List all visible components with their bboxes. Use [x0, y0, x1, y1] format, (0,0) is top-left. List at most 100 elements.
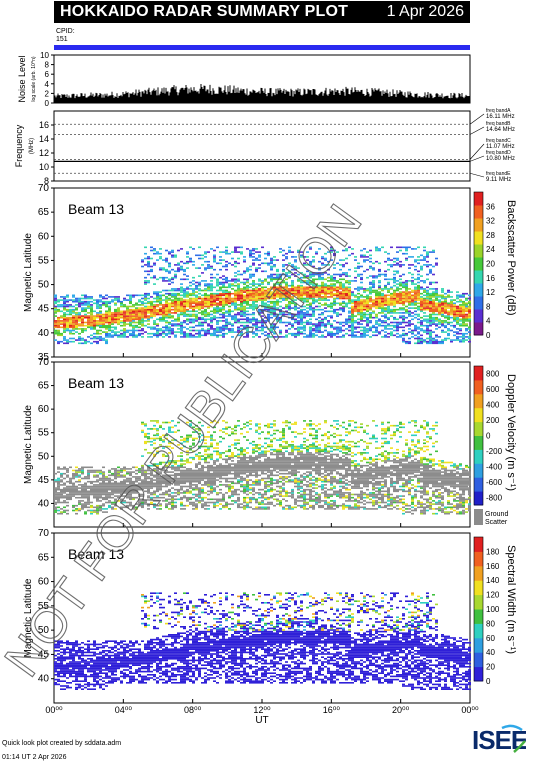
echo-cell	[57, 342, 60, 345]
echo-cell	[276, 275, 279, 277]
echo-cell	[357, 313, 360, 316]
echo-cell	[381, 302, 384, 305]
echo-cell	[468, 315, 471, 317]
echo-cell	[393, 304, 396, 306]
echo-cell	[228, 300, 231, 303]
echo-cell	[366, 334, 369, 337]
echo-cell	[468, 300, 471, 303]
echo-cell	[237, 320, 240, 322]
echo-cell	[369, 281, 372, 284]
echo-cell	[300, 299, 303, 301]
echo-cell	[276, 316, 279, 319]
echo-cell	[174, 302, 177, 305]
echo-cell	[114, 321, 117, 324]
echo-cell	[435, 313, 438, 316]
echo-cell	[102, 496, 105, 499]
echo-cell	[306, 270, 309, 273]
echo-cell	[342, 286, 345, 289]
echo-cell	[186, 315, 189, 317]
echo-cell	[306, 310, 309, 313]
echo-cell	[369, 267, 372, 269]
echo-cell	[159, 493, 162, 496]
echo-cell	[207, 294, 210, 297]
echo-cell	[414, 297, 417, 300]
echo-cell	[150, 501, 153, 504]
echo-cell	[384, 320, 387, 322]
echo-cell	[90, 504, 93, 507]
echo-cell	[138, 469, 141, 472]
echo-cell	[66, 328, 69, 330]
echo-cell	[327, 264, 330, 266]
echo-cell	[135, 466, 138, 469]
echo-cell	[156, 490, 159, 493]
echo-cell	[384, 326, 387, 329]
echo-cell	[333, 312, 336, 314]
echo-cell	[291, 291, 294, 293]
echo-cell	[54, 307, 57, 309]
echo-cell	[366, 308, 369, 311]
echo-cell	[405, 310, 408, 313]
echo-cell	[447, 313, 450, 316]
echo-cell	[291, 323, 294, 325]
echo-cell	[147, 257, 150, 260]
echo-cell	[336, 289, 339, 292]
echo-cell	[300, 291, 303, 293]
echo-cell	[249, 251, 252, 253]
echo-cell	[165, 276, 168, 279]
echo-cell	[207, 304, 210, 306]
echo-cell	[168, 336, 171, 338]
echo-cell	[393, 318, 396, 321]
echo-cell	[138, 299, 141, 301]
echo-cell	[69, 487, 72, 489]
echo-cell	[165, 305, 168, 308]
echo-cell	[363, 304, 366, 306]
echo-cell	[174, 323, 177, 325]
echo-cell	[252, 275, 255, 277]
echo-cell	[192, 248, 195, 250]
echo-cell	[255, 283, 258, 285]
echo-cell	[351, 292, 354, 295]
band-freq-label: 11.07 MHz	[486, 144, 515, 150]
echo-cell	[231, 316, 234, 319]
echo-cell	[222, 275, 225, 277]
echo-cell	[279, 248, 282, 250]
echo-cell	[231, 278, 234, 281]
echo-cell	[342, 302, 345, 305]
echo-cell	[195, 304, 198, 306]
echo-cell	[183, 332, 186, 335]
echo-cell	[138, 504, 141, 507]
echo-cell	[243, 270, 246, 273]
echo-cell	[165, 504, 168, 507]
echo-cell	[93, 315, 96, 317]
echo-cell	[351, 321, 354, 324]
echo-cell	[165, 297, 168, 300]
echo-cell	[108, 506, 111, 509]
echo-cell	[84, 342, 87, 345]
echo-cell	[267, 262, 270, 265]
echo-cell	[186, 275, 189, 277]
echo-cell	[450, 307, 453, 309]
echo-cell	[273, 326, 276, 329]
echo-cell	[444, 320, 447, 322]
echo-cell	[240, 318, 243, 321]
echo-cell	[246, 316, 249, 319]
echo-cell	[171, 332, 174, 335]
echo-cell	[432, 304, 435, 306]
echo-cell	[393, 294, 396, 297]
echo-cell	[393, 310, 396, 313]
echo-cell	[357, 292, 360, 295]
echo-cell	[363, 288, 366, 290]
echo-cell	[141, 503, 144, 505]
echo-cell	[318, 275, 321, 277]
echo-cell	[57, 329, 60, 332]
echo-cell	[93, 492, 96, 494]
echo-cell	[369, 313, 372, 316]
echo-cell	[156, 500, 159, 502]
echo-cell	[66, 476, 69, 478]
echo-cell	[213, 259, 216, 261]
echo-cell	[159, 294, 162, 297]
echo-cell	[369, 254, 372, 257]
echo-cell	[327, 292, 330, 295]
echo-cell	[285, 256, 288, 258]
echo-cell	[426, 307, 429, 309]
